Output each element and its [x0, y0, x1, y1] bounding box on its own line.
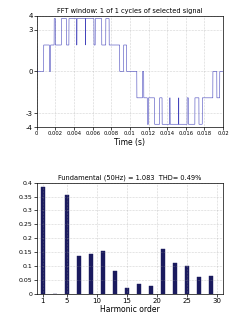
Bar: [148, 286, 153, 294]
Bar: [100, 251, 105, 294]
Bar: [160, 249, 164, 294]
Bar: [41, 187, 45, 294]
Bar: [172, 263, 176, 294]
Bar: [208, 276, 212, 294]
Bar: [76, 256, 81, 294]
Bar: [65, 195, 69, 294]
Bar: [112, 271, 117, 294]
Bar: [196, 277, 200, 294]
Bar: [124, 288, 128, 294]
Title: FFT window: 1 of 1 cycles of selected signal: FFT window: 1 of 1 cycles of selected si…: [57, 8, 202, 14]
X-axis label: Time (s): Time (s): [114, 137, 145, 147]
Bar: [136, 284, 140, 294]
X-axis label: Harmonic order: Harmonic order: [100, 306, 159, 314]
Bar: [184, 266, 188, 294]
Bar: [88, 253, 93, 294]
Title: Fundamental (50Hz) = 1.083  THD= 0.49%: Fundamental (50Hz) = 1.083 THD= 0.49%: [58, 175, 201, 181]
